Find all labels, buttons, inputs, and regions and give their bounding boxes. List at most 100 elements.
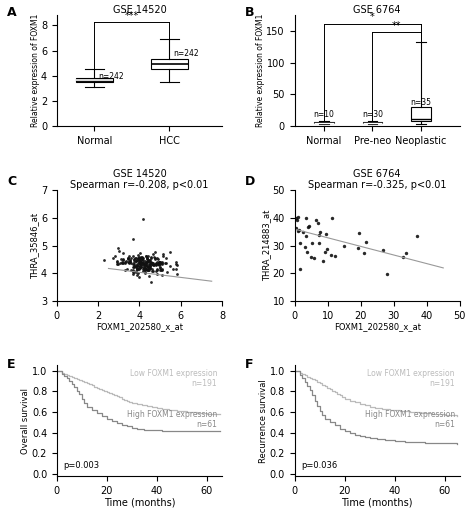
Point: [155, 258, 163, 266]
Point: [127, 266, 135, 274]
Point: [119, 249, 127, 257]
Point: [137, 258, 145, 266]
Point: [143, 265, 151, 273]
Y-axis label: THRA_35846_at: THRA_35846_at: [30, 212, 39, 279]
Point: [172, 265, 180, 273]
Point: [166, 262, 174, 270]
Point: [321, 248, 328, 257]
Point: [158, 261, 165, 269]
Point: [140, 265, 148, 273]
Point: [156, 259, 164, 267]
Point: [309, 239, 316, 247]
Point: [118, 258, 126, 266]
Point: [155, 260, 162, 268]
Point: [147, 253, 155, 262]
Point: [149, 260, 156, 268]
PathPatch shape: [76, 78, 113, 82]
PathPatch shape: [411, 107, 431, 121]
Point: [160, 252, 167, 261]
Text: n=242: n=242: [98, 72, 124, 81]
Point: [125, 259, 133, 267]
Point: [152, 260, 160, 268]
Point: [126, 258, 134, 266]
Point: [137, 253, 145, 262]
Point: [137, 257, 144, 265]
Point: [129, 260, 137, 268]
Point: [143, 262, 151, 270]
Point: [307, 253, 315, 261]
Point: [151, 260, 159, 268]
Point: [340, 242, 348, 250]
Point: [135, 253, 142, 262]
Point: [144, 263, 152, 271]
Point: [155, 261, 163, 269]
Point: [150, 261, 158, 269]
Point: [133, 261, 141, 269]
Point: [144, 263, 152, 271]
Point: [140, 264, 147, 272]
Point: [302, 232, 310, 240]
PathPatch shape: [363, 122, 382, 123]
Text: High FOXM1 expression
n=61: High FOXM1 expression n=61: [365, 410, 455, 429]
Point: [146, 271, 153, 280]
Point: [111, 252, 119, 261]
Point: [314, 219, 321, 227]
Point: [144, 258, 151, 266]
Point: [156, 259, 164, 267]
Text: D: D: [245, 175, 255, 188]
Point: [312, 216, 319, 224]
Point: [301, 243, 309, 251]
Point: [139, 265, 146, 273]
Point: [145, 261, 153, 269]
Point: [153, 266, 161, 274]
Point: [292, 224, 300, 232]
Point: [141, 264, 149, 272]
Point: [136, 259, 144, 267]
Point: [142, 257, 149, 265]
Point: [133, 254, 140, 262]
Point: [151, 248, 159, 256]
Point: [143, 266, 150, 274]
Point: [355, 229, 363, 237]
Point: [130, 258, 138, 266]
Point: [125, 252, 133, 260]
Point: [146, 264, 154, 272]
Point: [155, 259, 163, 267]
Point: [143, 258, 150, 266]
Point: [139, 259, 147, 267]
Point: [128, 254, 135, 263]
Point: [141, 265, 149, 273]
Point: [125, 258, 132, 266]
Point: [132, 268, 140, 276]
Point: [139, 216, 146, 224]
Point: [117, 255, 124, 263]
Point: [129, 268, 137, 276]
Point: [151, 254, 159, 263]
Point: [163, 268, 171, 276]
Point: [139, 256, 147, 264]
Point: [129, 270, 137, 278]
Point: [154, 260, 162, 268]
Point: [134, 255, 141, 264]
Point: [136, 263, 144, 271]
Point: [143, 255, 151, 263]
Point: [148, 265, 155, 273]
Point: [146, 262, 154, 270]
Point: [141, 264, 148, 272]
Point: [135, 253, 143, 261]
Point: [146, 260, 154, 268]
Point: [142, 252, 149, 261]
Point: [144, 266, 152, 274]
Point: [155, 259, 163, 267]
Point: [154, 270, 161, 278]
Point: [153, 265, 161, 273]
Point: [149, 261, 156, 269]
Point: [121, 258, 128, 266]
Point: [130, 255, 137, 263]
Point: [306, 222, 313, 230]
Point: [148, 260, 155, 268]
Point: [303, 247, 310, 255]
Point: [141, 261, 149, 269]
Point: [310, 254, 318, 263]
Point: [316, 228, 324, 237]
